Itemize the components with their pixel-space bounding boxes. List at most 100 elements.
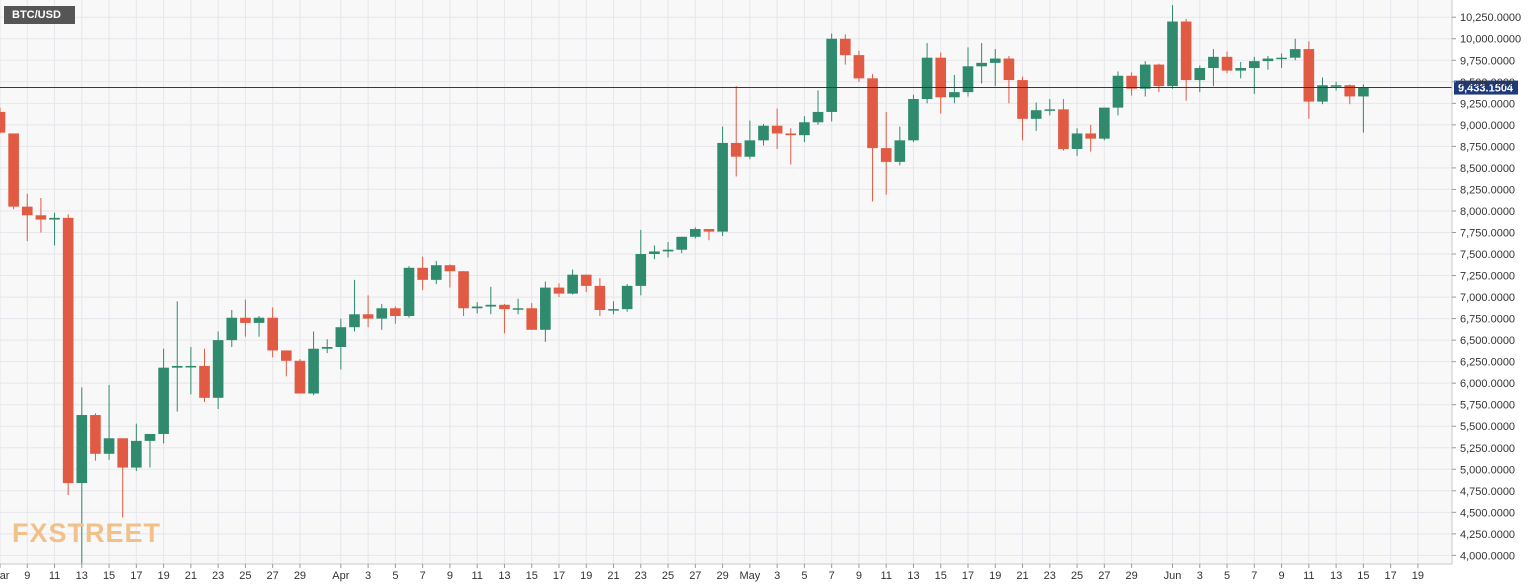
y-tick-label: 7,250.0000 — [1460, 271, 1515, 283]
x-tick-label: 29 — [1125, 570, 1137, 582]
x-tick-label: 15 — [1357, 570, 1369, 582]
candle-up — [921, 43, 933, 104]
candle-down — [240, 299, 251, 337]
candle-body — [730, 142, 742, 157]
x-tick-label: 19 — [989, 570, 1001, 582]
candle-body — [935, 57, 947, 98]
candle-body — [526, 308, 538, 330]
candle-up — [403, 266, 415, 318]
candle-body — [594, 285, 606, 310]
x-tick-label: 11 — [1303, 570, 1314, 582]
x-tick-label: May — [739, 570, 760, 582]
candle-body — [1194, 68, 1206, 81]
candle-down — [553, 283, 565, 298]
candle-body — [103, 438, 115, 454]
x-tick-label: Mar — [0, 570, 10, 582]
candle-body — [1303, 49, 1315, 102]
x-tick-label: Apr — [332, 570, 349, 582]
candle-down — [390, 306, 401, 324]
x-tick-label: 21 — [1016, 570, 1028, 582]
candle-down — [880, 111, 892, 195]
x-tick-label: 19 — [1412, 570, 1424, 582]
x-tick-label: 13 — [498, 570, 510, 582]
x-tick-label: 23 — [1044, 570, 1056, 582]
candle-body — [458, 271, 469, 309]
candle-down — [580, 274, 592, 292]
x-tick-label: 13 — [1330, 570, 1342, 582]
candle-down — [0, 107, 6, 134]
candle-body — [962, 66, 974, 93]
candle-up — [144, 433, 156, 468]
x-tick-label: 17 — [1385, 570, 1397, 582]
candle-up — [989, 49, 1001, 87]
x-tick-label: 3 — [1197, 570, 1203, 582]
x-tick-label: 19 — [580, 570, 592, 582]
candle-down — [594, 278, 606, 317]
candle-body — [1208, 56, 1219, 69]
candle-down — [35, 198, 47, 233]
y-tick-label: 9,250.0000 — [1460, 98, 1515, 110]
candle-up — [540, 281, 551, 342]
candle-body — [635, 254, 647, 286]
candle-body — [771, 125, 783, 134]
x-tick-label: 9 — [1279, 570, 1285, 582]
candle-down — [703, 229, 715, 241]
candle-up — [826, 33, 837, 122]
candle-series — [0, 5, 1369, 564]
y-tick-label: 6,500.0000 — [1460, 335, 1515, 347]
candle-up — [212, 331, 224, 410]
y-tick-label: 6,000.0000 — [1460, 378, 1515, 390]
candle-up — [1317, 77, 1328, 105]
y-tick-label: 9,750.0000 — [1460, 55, 1515, 67]
x-tick-label: 27 — [267, 570, 279, 582]
candle-down — [1303, 41, 1315, 119]
candle-down — [199, 348, 210, 403]
candle-up — [908, 94, 919, 143]
x-tick-label: 17 — [130, 570, 142, 582]
candle-up — [608, 301, 619, 315]
symbol-badge: BTC/USD — [4, 6, 75, 24]
candle-up — [894, 126, 906, 166]
candle-down — [935, 52, 947, 114]
y-tick-label: 10,000.0000 — [1460, 34, 1521, 46]
candle-body — [1248, 61, 1260, 69]
candle-body — [567, 274, 578, 294]
y-tick-label: 8,250.0000 — [1460, 184, 1515, 196]
candle-body — [417, 267, 428, 280]
candle-body — [1099, 107, 1110, 139]
x-tick-label: 3 — [774, 570, 780, 582]
x-tick-label: 11 — [471, 570, 482, 582]
candle-up — [321, 339, 333, 354]
candle-body — [144, 433, 156, 441]
y-tick-label: 4,250.0000 — [1460, 529, 1515, 541]
candle-up — [158, 348, 169, 444]
candle-body — [280, 350, 292, 361]
candle-up — [512, 298, 524, 315]
x-tick-label: 25 — [662, 570, 674, 582]
y-tick-label: 5,750.0000 — [1460, 400, 1515, 412]
candle-up — [49, 212, 60, 246]
candle-body — [90, 415, 101, 454]
candle-body — [131, 440, 142, 468]
candle-up — [1167, 5, 1178, 89]
candle-body — [376, 308, 388, 319]
x-tick-label: Jun — [1164, 570, 1182, 582]
y-tick-label: 8,750.0000 — [1460, 141, 1515, 153]
y-tick-label: 6,250.0000 — [1460, 357, 1515, 369]
candle-body — [21, 206, 33, 216]
candle-down — [117, 438, 129, 518]
x-tick-label: 23 — [212, 570, 224, 582]
candle-body — [253, 317, 265, 323]
candle-up — [349, 279, 360, 332]
candle-body — [0, 111, 6, 133]
candle-up — [103, 384, 115, 460]
candle-body — [1071, 133, 1083, 149]
candle-body — [240, 317, 251, 323]
candle-up — [430, 260, 442, 285]
candle-up — [567, 269, 578, 295]
candle-body — [1003, 58, 1015, 81]
y-tick-label: 7,750.0000 — [1460, 227, 1515, 239]
y-tick-label: 4,750.0000 — [1460, 486, 1515, 498]
candle-up — [812, 90, 824, 125]
